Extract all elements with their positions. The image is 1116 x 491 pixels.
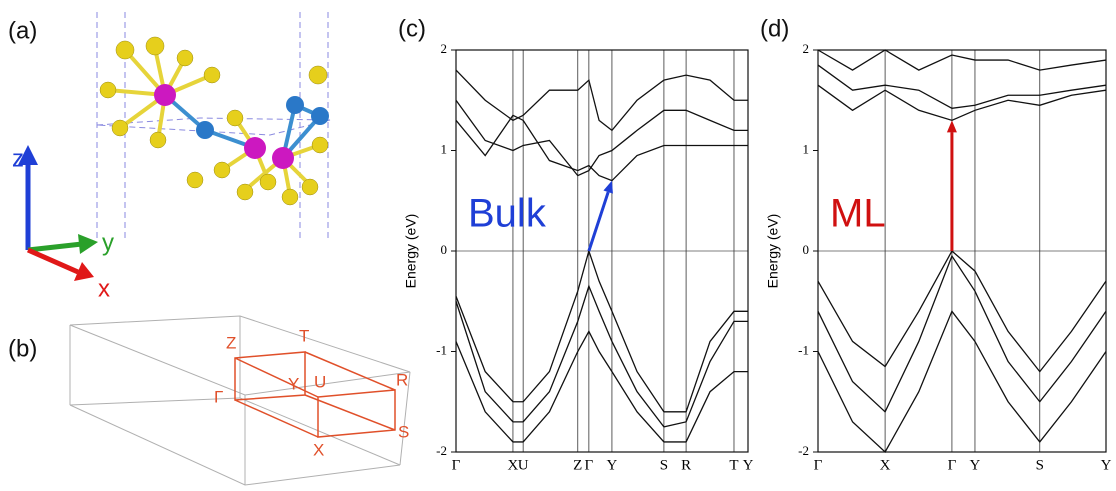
axis-triad [18,145,98,281]
x-tick-label: T [729,457,738,473]
band [817,310,1107,454]
y-tick-label: -1 [798,342,809,357]
band [817,249,1107,373]
panel-label: (b) [8,335,37,362]
x-tick-label: Y [743,457,754,473]
plot-frame [455,49,749,453]
chart-title: (d) [760,15,789,42]
axis-label: y [102,229,114,256]
bz-label: S [398,422,409,441]
axis-label: x [98,275,110,302]
x-tick-label: X [508,457,519,473]
bz-label: Γ [214,387,223,406]
plot-frame [817,49,1107,453]
band [817,84,1107,122]
y-axis-label: Energy (eV) [403,214,419,289]
bz-label: T [299,326,309,345]
band [817,64,1107,109]
x-tick-label: Γ [948,457,957,473]
band [455,69,748,132]
x-tick-label: Γ [452,457,461,473]
x-tick-label: S [1036,457,1044,473]
chart-title: (c) [398,15,426,42]
x-tick-label: Y [607,457,618,473]
y-tick-label: -2 [436,443,447,458]
bz-label: Z [226,333,236,352]
x-tick-label: Γ [585,457,594,473]
axis-label: z [12,145,24,172]
x-tick-label: Γ [814,457,823,473]
transition-arrow [587,191,610,252]
y-tick-label: 2 [441,41,448,56]
band [455,99,748,177]
x-tick-label: U [518,457,529,473]
y-tick-label: 2 [803,41,810,56]
band [455,248,748,413]
band [455,114,748,182]
y-tick-label: 0 [803,242,810,257]
bz-label: X [313,440,324,459]
y-tick-label: -2 [798,443,809,458]
bz-label: R [396,370,408,389]
bz-label: U [314,372,326,391]
bz-label: Y [288,374,299,393]
panel-label: (a) [8,17,37,44]
x-tick-label: Y [970,457,981,473]
x-tick-label: Z [573,457,582,473]
arrow-head [946,120,957,133]
y-tick-label: -1 [436,342,447,357]
annotation: Bulk [468,192,547,236]
band [817,254,1107,413]
arrow-head [603,180,613,194]
x-tick-label: Y [1101,457,1112,473]
brillouin-zone [69,315,411,486]
y-tick-label: 1 [441,141,448,156]
band [817,49,1107,71]
x-tick-label: R [681,457,691,473]
annotation: ML [830,192,886,236]
x-tick-label: X [880,457,891,473]
band [455,330,748,443]
band [455,284,748,428]
y-tick-label: 1 [803,141,810,156]
crystal-structure [96,12,331,240]
y-tick-label: 0 [441,242,448,257]
y-axis-label: Energy (eV) [765,214,781,289]
x-tick-label: S [660,457,668,473]
